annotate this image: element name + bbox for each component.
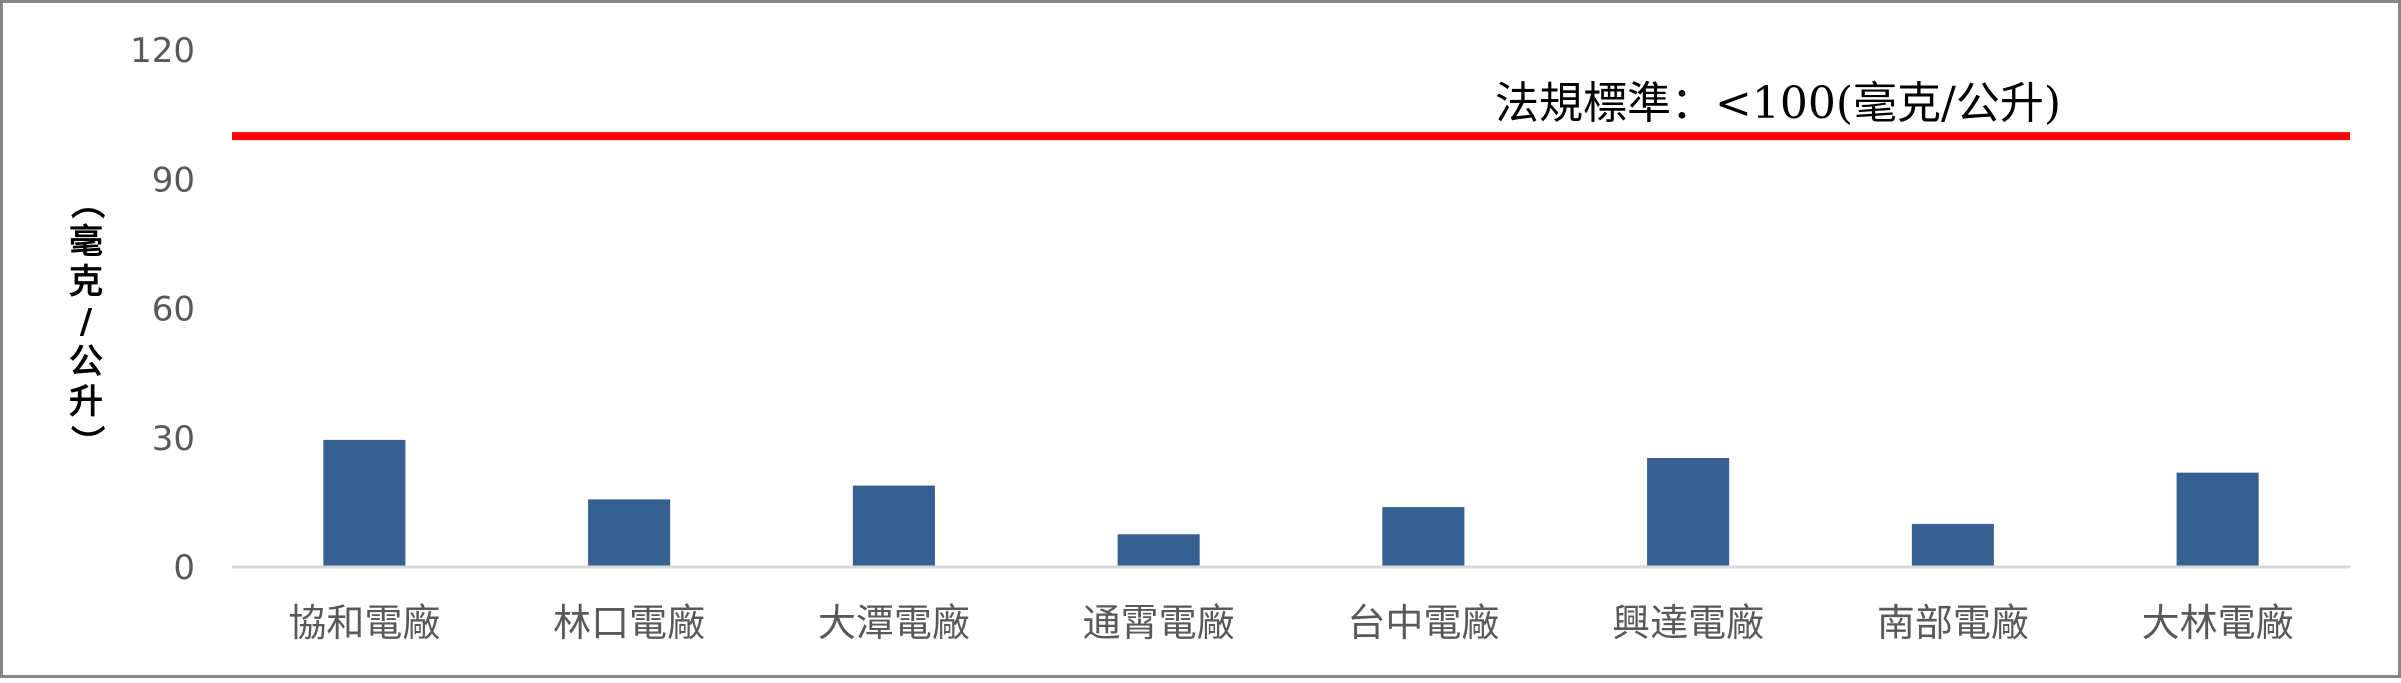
y-axis-label-char: 毫 [69, 222, 103, 262]
reference-line-label: 法規標準：<100(毫克/公升) [1495, 78, 2061, 129]
bar [1911, 523, 1994, 567]
bar [852, 485, 935, 567]
x-tick-label: 南部電廠 [1877, 601, 2029, 645]
y-tick-label: 120 [130, 31, 195, 71]
x-tick-label: 通霄電廠 [1083, 601, 1235, 645]
y-tick-label: 0 [173, 548, 195, 588]
x-axis-labels: 協和電廠 林口電廠 大潭電廠 通霄電廠 台中電廠 興達電廠 南部電廠 大林電廠 [288, 601, 2293, 645]
y-tick-label: 60 [152, 290, 195, 330]
y-axis-label-char: （ [66, 185, 106, 219]
y-axis-label: （毫克/公升） [66, 185, 106, 459]
y-tick-label: 30 [152, 419, 195, 459]
bars [323, 439, 2259, 567]
y-axis-label-char: ） [66, 425, 106, 459]
bar [1117, 534, 1200, 567]
y-axis-label-char: / [80, 302, 93, 342]
x-tick-label: 興達電廠 [1612, 601, 1764, 645]
bar [588, 499, 671, 567]
y-tick-label: 90 [152, 160, 195, 200]
bar [1382, 507, 1465, 567]
bar [1647, 457, 1730, 567]
y-axis-ticks: 0 30 60 90 120 [130, 31, 195, 588]
y-axis-label-char: 升 [69, 382, 103, 422]
bar [2176, 472, 2259, 567]
y-axis-label-char: 克 [69, 262, 103, 302]
x-tick-label: 台中電廠 [1347, 601, 1499, 645]
x-tick-label: 大潭電廠 [818, 601, 970, 645]
x-tick-label: 林口電廠 [553, 601, 705, 645]
x-tick-label: 協和電廠 [288, 601, 440, 645]
x-tick-label: 大林電廠 [2142, 601, 2294, 645]
y-axis-label-char: 公 [69, 342, 103, 382]
bar [323, 439, 406, 567]
